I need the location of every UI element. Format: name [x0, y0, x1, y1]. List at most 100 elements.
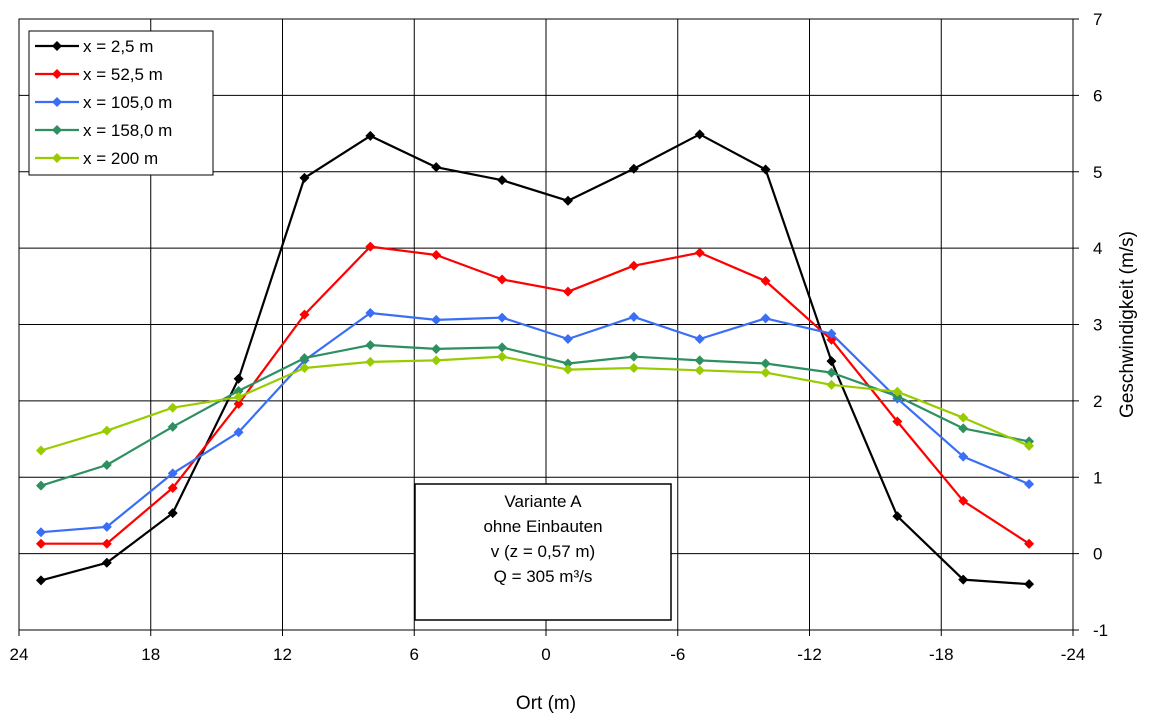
data-point [167, 468, 178, 479]
legend-item: x = 2,5 m [35, 37, 153, 56]
data-point [562, 358, 573, 369]
data-point [628, 163, 639, 174]
data-point [431, 162, 442, 173]
data-point [892, 511, 903, 522]
y-tick-label: 3 [1093, 316, 1102, 335]
data-point [233, 385, 244, 396]
data-point [958, 423, 969, 434]
legend-label: x = 200 m [83, 149, 158, 168]
legend-label: x = 158,0 m [83, 121, 172, 140]
y-tick-label: 1 [1093, 468, 1102, 487]
data-point [694, 129, 705, 140]
data-point [497, 351, 508, 362]
data-point [233, 373, 244, 384]
annotation-line: v (z = 0,57 m) [491, 542, 595, 561]
y-tick-label: 6 [1093, 86, 1102, 105]
data-point [958, 451, 969, 462]
data-point [299, 309, 310, 320]
annotation-line: Variante A [504, 492, 582, 511]
series-group [35, 129, 1035, 590]
series-line [40, 344, 1030, 487]
annotation-frame [414, 483, 672, 621]
data-point [101, 460, 112, 471]
data-point [892, 386, 903, 397]
legend-swatch-marker [52, 41, 62, 51]
data-point [628, 260, 639, 271]
data-point [760, 358, 771, 369]
data-point [365, 241, 376, 252]
legend-item: x = 52,5 m [35, 65, 163, 84]
y-axis-ticks: -1 0 1 2 3 4 5 6 7 [1073, 10, 1108, 640]
data-point [497, 175, 508, 186]
series-2 [35, 241, 1035, 549]
data-point [431, 343, 442, 354]
legend-item: x = 105,0 m [35, 93, 172, 112]
data-point [365, 130, 376, 141]
data-point [958, 574, 969, 585]
data-point [1024, 479, 1035, 490]
data-point [365, 340, 376, 351]
data-point [101, 425, 112, 436]
legend: x = 2,5 m x = 52,5 m x = 105,0 m x = 158,0 … [28, 30, 214, 176]
x-tick-label: 6 [410, 645, 419, 664]
data-point [233, 427, 244, 438]
series-line [40, 311, 1030, 534]
x-tick-label: 12 [273, 645, 292, 664]
data-point [233, 392, 244, 403]
x-tick-label: 24 [10, 645, 29, 664]
data-point [35, 527, 46, 538]
legend-swatch-marker [52, 153, 62, 163]
data-point [760, 275, 771, 286]
data-point [958, 495, 969, 506]
data-point [167, 402, 178, 413]
data-point [35, 575, 46, 586]
data-point [35, 445, 46, 456]
data-point [35, 538, 46, 549]
data-point [826, 356, 837, 367]
data-point [1024, 579, 1035, 590]
x-tick-label: -12 [797, 645, 822, 664]
data-point [562, 286, 573, 297]
annotation-line: ohne Einbauten [483, 517, 602, 536]
x-axis-title: Ort (m) [516, 693, 576, 714]
legend-swatch-marker [52, 97, 62, 107]
data-point [694, 365, 705, 376]
data-point [431, 355, 442, 366]
data-point [299, 363, 310, 374]
legend-item: x = 158,0 m [35, 121, 172, 140]
data-point [101, 557, 112, 568]
y-tick-label: 2 [1093, 392, 1102, 411]
data-point [628, 363, 639, 374]
x-tick-label: -24 [1061, 645, 1086, 664]
data-point [299, 172, 310, 183]
data-point [299, 353, 310, 364]
legend-label: x = 2,5 m [83, 37, 153, 56]
data-point [365, 356, 376, 367]
annotation-box: Variante A ohne Einbauten v (z = 0,57 m) Q … [414, 483, 672, 621]
y-tick-label: 7 [1093, 10, 1102, 29]
data-point [167, 421, 178, 432]
x-tick-label: -6 [670, 645, 685, 664]
data-point [497, 342, 508, 353]
data-point [826, 379, 837, 390]
data-point [694, 247, 705, 258]
y-tick-label: 5 [1093, 163, 1102, 182]
data-point [760, 164, 771, 175]
data-point [562, 334, 573, 345]
data-point [365, 308, 376, 319]
legend-label: x = 105,0 m [83, 93, 172, 112]
y-tick-label: -1 [1093, 621, 1108, 640]
data-point [562, 364, 573, 375]
series-3 [35, 308, 1035, 538]
x-axis-ticks: 24 18 12 6 0 -6 -12 -18 -24 [10, 630, 1086, 664]
data-point [628, 311, 639, 322]
data-point [562, 195, 573, 206]
y-tick-label: 4 [1093, 239, 1102, 258]
data-point [760, 367, 771, 378]
x-tick-label: -18 [929, 645, 954, 664]
data-point [1024, 440, 1035, 451]
data-point [892, 416, 903, 427]
data-point [826, 367, 837, 378]
